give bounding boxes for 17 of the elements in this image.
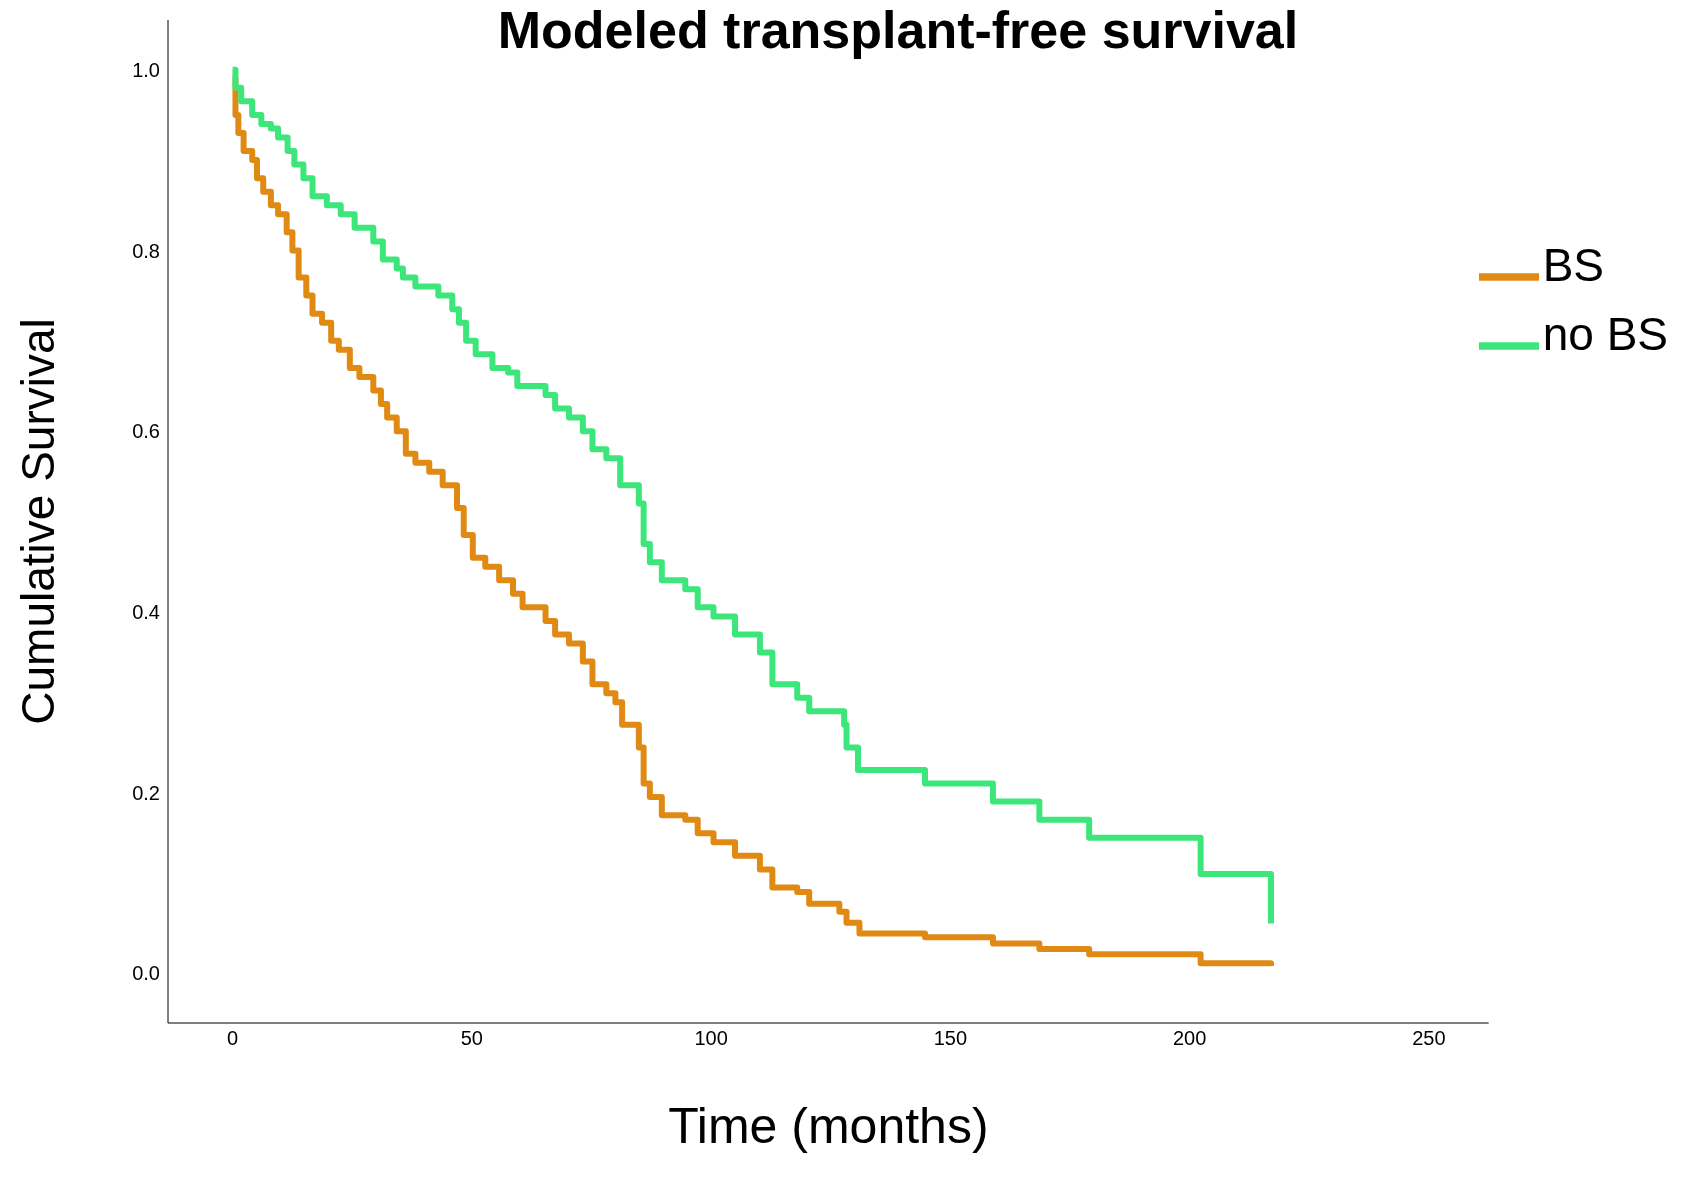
x-tick-label: 100: [694, 1027, 728, 1050]
x-tick-label: 0: [227, 1027, 239, 1050]
y-axis-title: Cumulative Survival: [12, 318, 65, 725]
legend-label: BS: [1542, 239, 1605, 291]
y-tick-label: 1.0: [132, 58, 160, 81]
x-tick-label: 150: [933, 1027, 968, 1050]
x-tick-label: 250: [1412, 1027, 1446, 1050]
y-tick-label: 0.6: [132, 420, 160, 443]
y-tick-label: 0.2: [132, 781, 160, 804]
y-tick-label: 0.8: [132, 239, 160, 262]
x-tick-label: 50: [460, 1027, 483, 1050]
chart-title: Modeled transplant-free survival: [496, 0, 1300, 60]
x-axis-title: Time (months): [668, 1098, 989, 1154]
y-tick-label: 0.0: [132, 962, 160, 985]
y-tick-label: 0.4: [132, 600, 160, 623]
legend-label: no BS: [1542, 307, 1668, 360]
x-tick-label: 200: [1172, 1027, 1207, 1050]
